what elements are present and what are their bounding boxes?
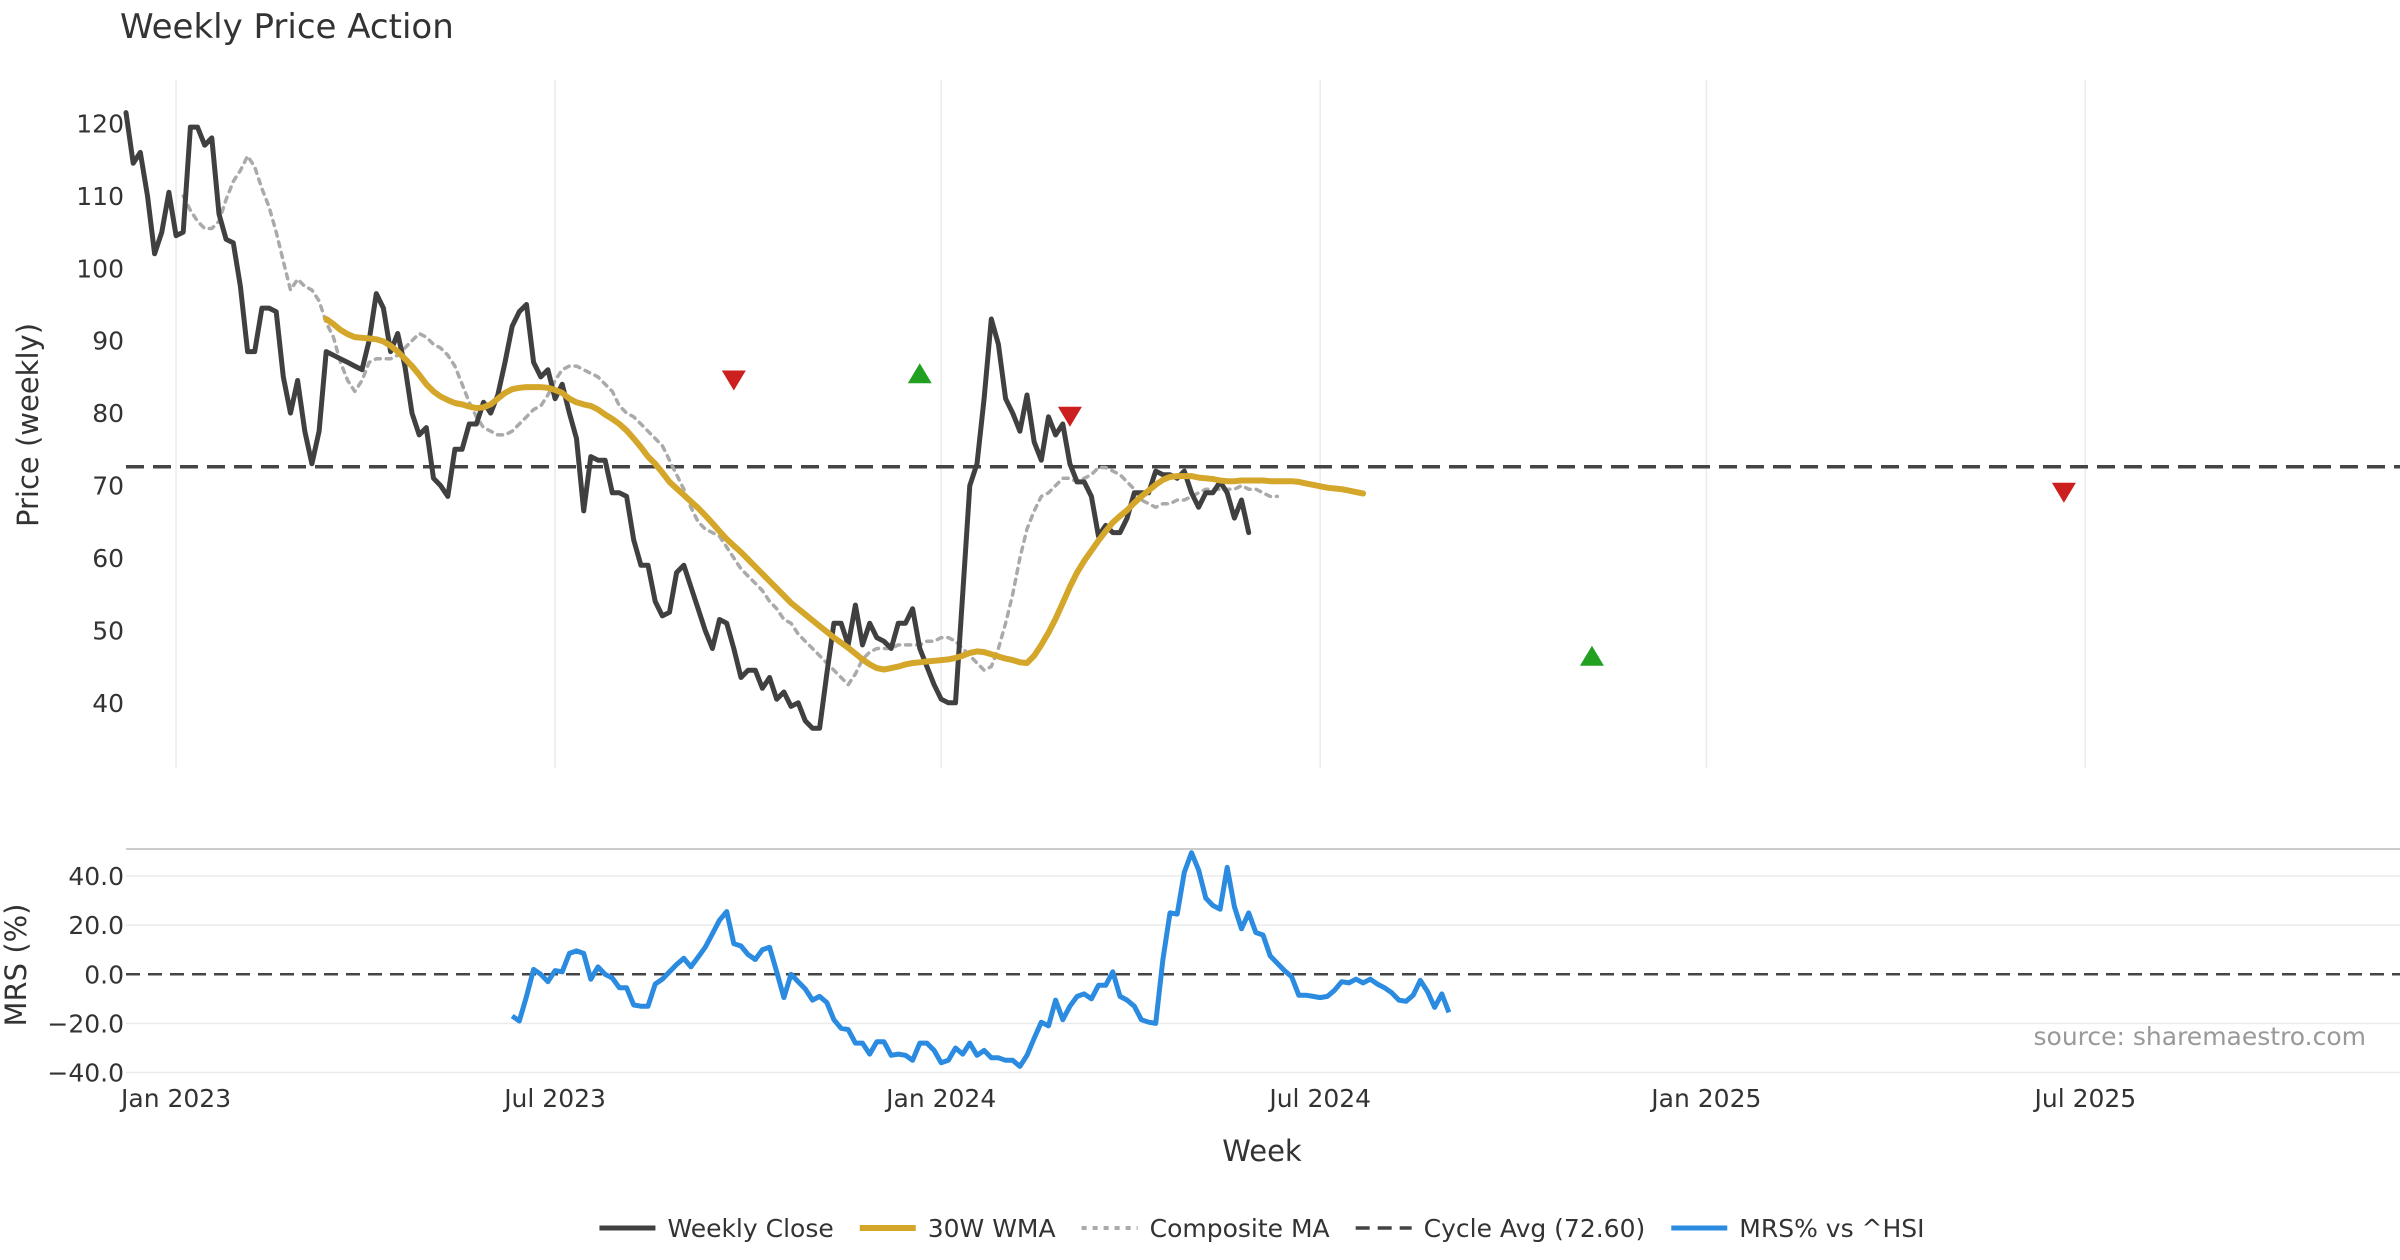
chart-title: Weekly Price Action <box>120 7 454 47</box>
price-x-gridlines <box>175 80 2087 768</box>
mrs-y-tick-label: 20.0 <box>68 911 124 940</box>
price-y-tick-label: 60 <box>92 544 124 573</box>
sell-signal-marker <box>721 370 746 391</box>
legend-item: Cycle Avg (72.60) <box>1355 1214 1646 1243</box>
price-y-tick-label: 50 <box>92 616 124 645</box>
mrs-panel: 40.0 20.0 0.0 −20.0 −40.0 MRS (%) source: sh… <box>0 848 2400 1088</box>
composite-ma-line <box>181 154 1280 687</box>
signal-markers <box>721 363 2076 666</box>
mrs-series-group <box>510 850 1452 1069</box>
mrs-y-tick-label: 0.0 <box>84 960 124 989</box>
price-series-group <box>123 110 1367 731</box>
weekly-close-line <box>123 110 1252 731</box>
x-axis-title: Week <box>1222 1134 1302 1168</box>
price-y-tick-label: 70 <box>92 472 124 501</box>
x-axis-ticks: Jan 2023 Jul 2023 Jan 2024 Jul 2024 Jan 2025… <box>119 1084 2136 1113</box>
mrs-y-tick-label: 40.0 <box>68 862 124 891</box>
legend-item: 30W WMA <box>859 1214 1056 1243</box>
price-y-tick-label: 110 <box>76 182 124 211</box>
x-tick-label: Jul 2024 <box>1267 1084 1371 1113</box>
legend-label: Cycle Avg (72.60) <box>1424 1214 1646 1243</box>
legend-label: Composite MA <box>1150 1214 1330 1243</box>
buy-signal-marker <box>1579 645 1604 666</box>
mrs-y-gridlines <box>126 875 2400 1074</box>
x-tick-label: Jan 2025 <box>1649 1084 1761 1113</box>
x-tick-label: Jan 2024 <box>884 1084 996 1113</box>
30w-wma-line <box>323 316 1367 673</box>
price-y-tick-label: 100 <box>76 254 124 283</box>
x-tick-label: Jul 2025 <box>2032 1084 2136 1113</box>
price-y-tick-label: 40 <box>92 689 124 718</box>
x-tick-label: Jul 2023 <box>502 1084 606 1113</box>
buy-signal-marker <box>907 363 932 384</box>
mrs-y-tick-label: −40.0 <box>47 1059 124 1088</box>
x-tick-label: Jan 2023 <box>119 1084 231 1113</box>
price-y-axis-title: Price (weekly) <box>11 323 45 527</box>
legend-item: Composite MA <box>1081 1214 1330 1243</box>
price-y-tick-label: 90 <box>92 327 124 356</box>
legend-item: Weekly Close <box>599 1214 834 1243</box>
legend-label: Weekly Close <box>667 1214 833 1243</box>
mrs-y-ticks: 40.0 20.0 0.0 −20.0 −40.0 <box>47 862 124 1088</box>
legend-label: MRS% vs ^HSI <box>1739 1214 1924 1243</box>
legend: Weekly Close 30W WMA Composite MA Cycle Avg… <box>599 1214 1925 1243</box>
source-credit: source: sharemaestro.com <box>2034 1022 2367 1051</box>
price-y-ticks: 40 50 60 70 80 90 100 110 120 <box>76 109 124 717</box>
mrs-line <box>510 850 1452 1069</box>
price-y-tick-label: 120 <box>76 109 124 138</box>
legend-item: MRS% vs ^HSI <box>1671 1214 1925 1243</box>
legend-label: 30W WMA <box>928 1214 1056 1243</box>
sell-signal-marker <box>1057 406 1082 427</box>
mrs-y-axis-title: MRS (%) <box>0 904 33 1027</box>
price-panel: 40 50 60 70 80 90 100 110 120 Price (weekly) <box>11 80 2400 768</box>
sell-signal-marker <box>2051 482 2076 503</box>
price-y-tick-label: 80 <box>92 399 124 428</box>
mrs-y-tick-label: −20.0 <box>47 1009 124 1038</box>
